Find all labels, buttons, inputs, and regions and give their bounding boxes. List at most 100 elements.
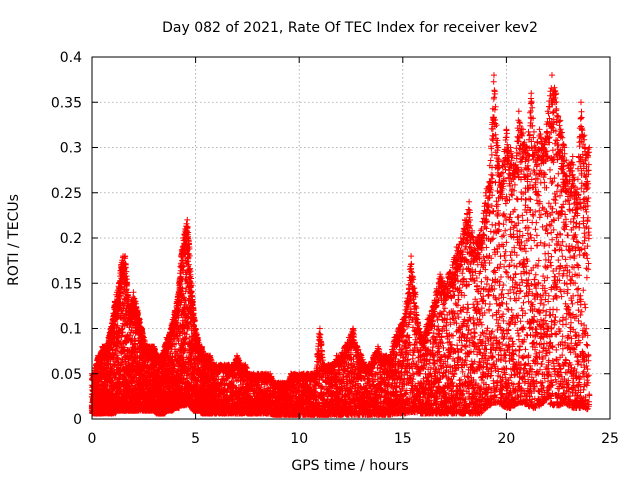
data-point [316,325,323,332]
data-point [374,343,381,350]
y-axis-label: ROTI / TECUs [6,194,22,286]
data-point [408,253,415,260]
y-tick-label: 0.1 [60,322,82,338]
data-point [329,361,336,368]
data-point [184,216,191,223]
data-point [354,343,361,350]
data-point [424,316,431,323]
x-tick-label: 15 [394,431,412,447]
data-point [138,325,145,332]
data-point [399,316,406,323]
data-point [161,343,168,350]
data-point [403,298,410,305]
data-point [176,280,183,287]
data-point [345,334,352,341]
y-tick-label: 0.05 [51,367,82,383]
data-point [267,370,274,377]
data-point [499,162,506,169]
y-tick-label: 0.35 [51,95,82,111]
data-point [350,325,357,332]
data-point [207,352,214,359]
data-point [151,343,158,350]
data-point [118,262,125,269]
data-point [366,361,373,368]
y-tick-label: 0.2 [60,231,82,247]
data-point [182,225,189,232]
data-point [198,343,205,350]
x-tick-label: 10 [290,431,308,447]
data-point [466,198,473,205]
data-points [88,72,593,418]
data-point [437,271,444,278]
data-point [134,307,141,314]
y-tick-label: 0.4 [60,50,82,66]
data-point [428,307,435,314]
data-point [565,162,572,169]
data-point [229,361,236,368]
x-tick-label: 5 [191,431,200,447]
data-point [553,90,560,97]
data-point [242,361,249,368]
data-point [569,153,576,160]
data-point [136,316,143,323]
data-point [103,343,110,350]
roti-data-markers [88,78,593,418]
data-point [97,352,104,359]
x-axis-label: GPS time / hours [291,458,408,474]
data-point [370,352,377,359]
data-point [536,126,543,133]
x-tick-label: 20 [497,431,515,447]
x-tick-label: 25 [601,431,619,447]
data-point [482,189,489,196]
data-point [524,144,531,151]
data-point [194,334,201,341]
x-axis-ticks: 0 5 10 15 20 25 [88,57,619,447]
data-point [341,343,348,350]
data-point [93,361,100,368]
data-point [519,126,526,133]
data-point [122,253,129,260]
data-point [283,379,290,386]
y-tick-label: 0.15 [51,276,82,292]
y-tick-label: 0 [73,412,82,428]
x-tick-label: 0 [88,431,97,447]
data-point [540,144,547,151]
data-point [186,244,193,251]
data-point [190,307,197,314]
data-point [586,144,593,151]
data-point [453,244,460,251]
data-point [234,352,241,359]
data-point [124,280,131,287]
data-point [528,90,535,97]
data-point [490,72,497,79]
data-point [358,352,365,359]
data-point [105,334,112,341]
data-point [445,271,452,278]
data-point [548,72,555,79]
data-point [457,235,464,241]
data-point [391,334,398,341]
data-point [532,144,539,151]
data-point [337,352,344,359]
data-point [180,235,187,241]
data-point [130,289,137,296]
data-point [474,235,481,241]
data-point [140,334,147,341]
data-point [107,325,114,332]
data-point [178,253,185,260]
y-axis-ticks: 0 0.05 0.1 0.15 0.2 0.25 0.3 0.35 0.4 [51,50,610,428]
data-point [109,316,116,323]
y-tick-label: 0.3 [60,141,82,157]
data-point [441,280,448,287]
data-point [173,298,180,305]
data-point [486,162,493,169]
data-point [387,352,394,359]
data-point [449,262,456,269]
data-point [561,144,568,151]
grid-lines [92,57,610,419]
data-point [169,316,176,323]
data-point [188,280,195,287]
data-point [167,325,174,332]
